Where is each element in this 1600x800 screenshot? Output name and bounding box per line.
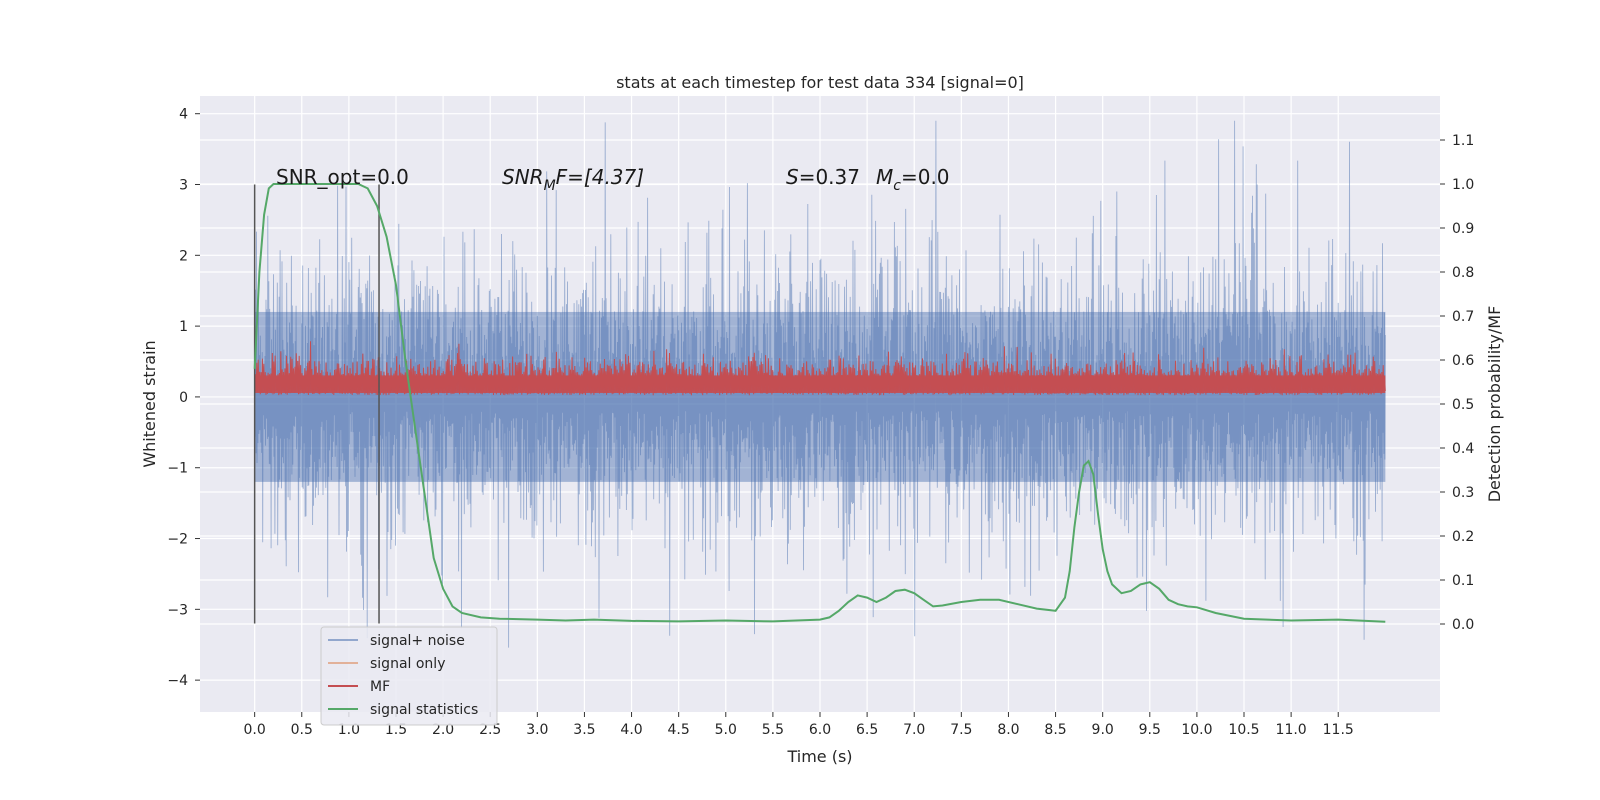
- y-right-tick-label: 0.5: [1452, 397, 1474, 413]
- chart-title: stats at each timestep for test data 334…: [616, 73, 1024, 92]
- y-tick-label: 3: [179, 178, 188, 194]
- legend-item-signal-noise: signal+ noise: [328, 633, 465, 649]
- y-right-tick-label: 0.6: [1452, 353, 1474, 369]
- x-tick-label: 10.0: [1181, 722, 1212, 738]
- y-right-tick-label: 0.7: [1452, 309, 1474, 325]
- x-tick-label: 5.5: [762, 722, 784, 738]
- x-tick-label: 1.5: [385, 722, 407, 738]
- legend-label-mf: MF: [370, 679, 390, 695]
- annotation-snr-mf: SNRMF=[4.37]: [502, 165, 644, 194]
- x-tick-label: 6.5: [856, 722, 878, 738]
- x-tick-label: 9.0: [1092, 722, 1114, 738]
- x-tick-label: 2.5: [479, 722, 501, 738]
- annotation-s-mc: S=0.37 Mc=0.0: [786, 165, 950, 194]
- snr-mf-sub: M: [544, 178, 556, 194]
- y-axis-right-label: Detection probability/MF: [1485, 306, 1504, 503]
- snr-mf-rest: F=[4.37]: [556, 165, 644, 189]
- s-value: =0.37: [799, 165, 860, 189]
- y-tick-label: 0: [179, 390, 188, 406]
- x-tick-label: 1.0: [338, 722, 360, 738]
- x-tick-label: 11.5: [1323, 722, 1354, 738]
- x-tick-label: 2.0: [432, 722, 454, 738]
- legend: signal+ noise signal only MF signal stat…: [320, 626, 498, 726]
- signal-noise-series: [254, 120, 1386, 648]
- y-right-tick-label: 0.1: [1452, 573, 1474, 589]
- legend-item-mf: MF: [328, 679, 390, 695]
- signal-statistics-line: [253, 183, 1386, 623]
- x-tick-label: 3.0: [526, 722, 548, 738]
- x-axis-label: Time (s): [786, 747, 852, 766]
- x-tick-label: 0.5: [291, 722, 313, 738]
- x-tick-label: 11.0: [1276, 722, 1307, 738]
- snr-mf-main: SNR: [502, 165, 544, 189]
- legend-label-signal-only: signal only: [370, 656, 445, 672]
- y-right-tick-label: 0.2: [1452, 529, 1474, 545]
- x-tick-label: 0.0: [244, 722, 266, 738]
- y-right-tick-label: 0.8: [1452, 265, 1474, 281]
- axes: 0.0 0.5 1.0 1.5 2.0 2.5 3.0 3.5 4.0 4.5 5.0 5.5 6.0 6…: [167, 107, 1474, 738]
- x-tick-label: 3.5: [573, 722, 595, 738]
- y-tick-label: 2: [179, 248, 188, 264]
- y-right-tick-label: 0.9: [1452, 221, 1474, 237]
- y-axis-label: Whitened strain: [140, 340, 159, 467]
- x-tick-label: 8.5: [1044, 722, 1066, 738]
- x-tick-label: 4.5: [668, 722, 690, 738]
- y-tick-label: −3: [167, 602, 188, 618]
- x-tick-label: 5.0: [715, 722, 737, 738]
- x-tick-label: 7.5: [950, 722, 972, 738]
- y-tick-label: −1: [167, 461, 188, 477]
- y-right-tick-label: 0.0: [1452, 617, 1474, 633]
- x-tick-label: 10.5: [1228, 722, 1259, 738]
- y-right-tick-label: 0.3: [1452, 485, 1474, 501]
- y-tick-label: −4: [167, 673, 188, 689]
- mc-value: =0.0: [901, 165, 950, 189]
- mf-series: [254, 341, 1386, 396]
- legend-label-signal-statistics: signal statistics: [370, 702, 478, 718]
- vertical-markers: [253, 184, 380, 624]
- signal-noise-line: [254, 120, 1386, 648]
- x-tick-label: 6.0: [809, 722, 831, 738]
- x-tick-label: 9.5: [1139, 722, 1161, 738]
- y-right-tick-label: 1.1: [1452, 133, 1474, 149]
- legend-box: [320, 626, 498, 726]
- y-right-tick-label: 0.4: [1452, 441, 1474, 457]
- x-tick-label: 8.0: [997, 722, 1019, 738]
- y-tick-label: 1: [179, 319, 188, 335]
- mc-main: M: [876, 165, 893, 189]
- mc-sub: c: [893, 178, 901, 194]
- signal-statistics-series: [253, 183, 1386, 623]
- legend-item-signal-only: signal only: [328, 656, 445, 672]
- annotation-snr-opt: SNR_opt=0.0: [276, 165, 409, 189]
- mf-line: [254, 341, 1386, 396]
- legend-item-signal-statistics: signal statistics: [328, 702, 478, 718]
- y-tick-label: −2: [167, 532, 188, 548]
- y-tick-label: 4: [179, 107, 188, 123]
- s-label: S: [786, 165, 799, 189]
- x-tick-label: 7.0: [903, 722, 925, 738]
- legend-label-signal-noise: signal+ noise: [370, 633, 465, 649]
- x-tick-label: 4.0: [620, 722, 642, 738]
- y-right-tick-label: 1.0: [1452, 177, 1474, 193]
